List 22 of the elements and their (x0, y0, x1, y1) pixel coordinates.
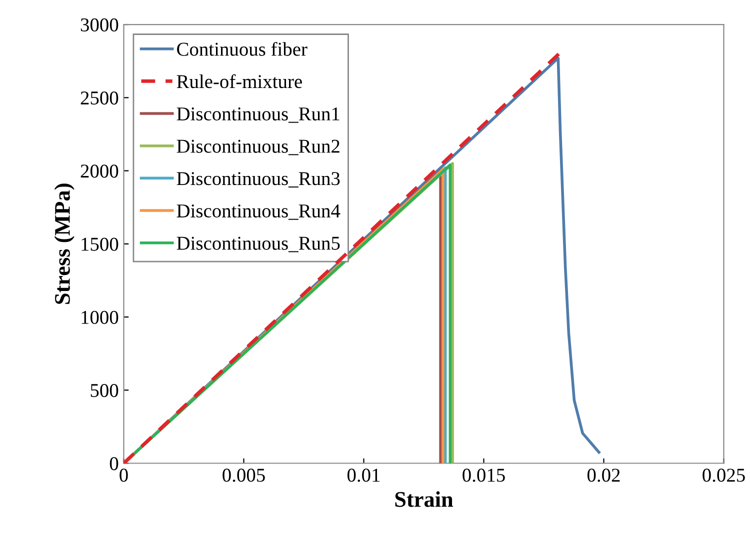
x-tick-label: 0.025 (702, 468, 745, 482)
x-tick-label: 0.015 (462, 468, 505, 482)
x-axis-title: Strain (395, 491, 454, 507)
y-tick-label: 1500 (82, 238, 118, 251)
y-tick-label: 500 (90, 384, 118, 398)
x-tick-label: 0.01 (347, 468, 380, 482)
legend-label: Discontinuous_Run4 (176, 204, 340, 220)
y-tick-label: 3000 (80, 18, 118, 32)
x-tick-label: 0.02 (587, 468, 620, 482)
y-axis-title: Stress (MPa) (54, 184, 74, 304)
y-tick-label: 1000 (82, 310, 118, 324)
x-tick-label: 0 (120, 468, 128, 482)
legend-label: Discontinuous_Run2 (176, 140, 340, 156)
legend-label: Discontinuous_Run3 (176, 172, 340, 188)
legend-label: Rule-of-mixture (176, 74, 302, 88)
y-tick-label: 2500 (80, 91, 118, 105)
legend-label: Continuous fiber (177, 42, 308, 56)
x-tick-label: 0.005 (222, 468, 265, 482)
y-tick-label: 2000 (80, 164, 118, 178)
legend-label: Discontinuous_Run1 (176, 107, 340, 123)
legend-label: Discontinuous_Run5 (176, 236, 340, 252)
y-tick-label: 0 (110, 457, 118, 470)
